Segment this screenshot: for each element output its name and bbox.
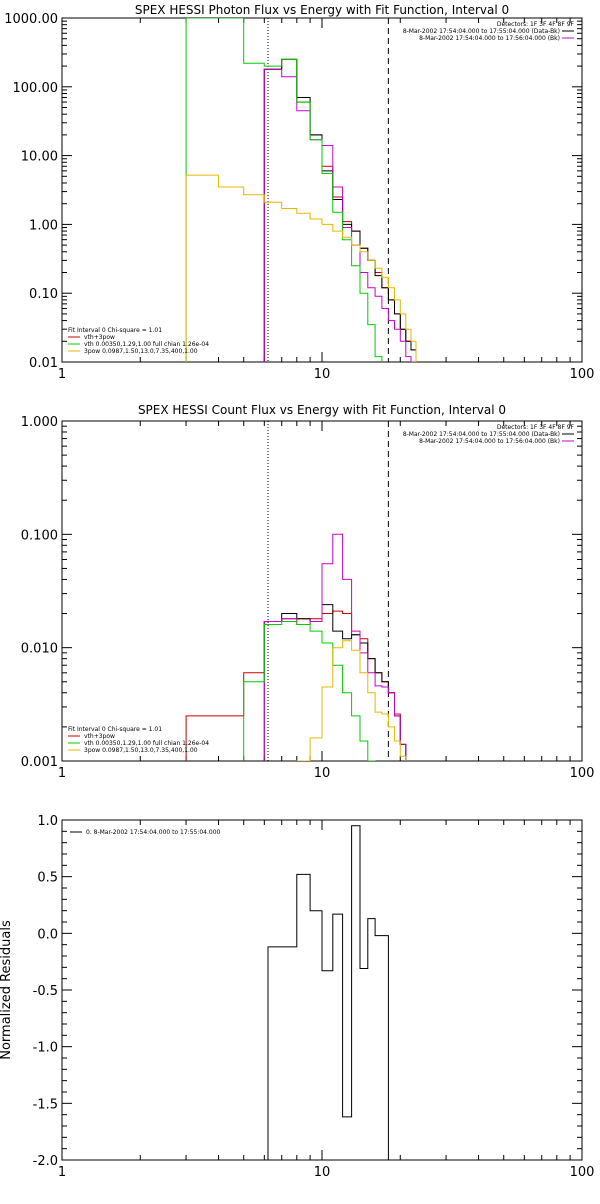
x-tick-label: 100 [570,766,595,780]
series-line-0 [185,610,407,761]
x-tick-label: 10 [314,367,331,380]
legend-fit-header: Fit Interval 0 Chi-square = 1.01 [68,726,162,733]
photon-flux-chart: SPEX HESSI Photon Flux vs Energy with Fi… [0,0,600,382]
series-line-0 [267,825,389,1160]
legend-entry-label: 8-Mar-2002 17:54:04.000 to 17:56:04.000 … [419,438,560,445]
x-tick-label: 1 [58,766,66,780]
series-line-1 [263,604,407,761]
x-tick-label: 100 [570,367,595,380]
series-line-2 [263,533,407,761]
legend-entry-label: vth+3pow [84,334,115,341]
y-tick-label: -2.0 [33,1154,58,1169]
series-group [267,825,389,1160]
y-tick-label: 0.01 [29,356,58,371]
legend-entry-label: 8-Mar-2002 17:54:04.000 to 17:56:04.000 … [419,35,560,42]
residuals-chart: Normalized Residuals 1 10 100 -2.0 -1.5 -1.0 -0… [0,792,600,1200]
y-tick-label: 1.000 [21,415,58,430]
legend-entry-label: 3pow 0.0987,1.50,13.0,7.35,400,1.00 [84,348,198,355]
y-tick-label: 1000.00 [4,12,58,27]
y-tick-label: -1.0 [33,1041,58,1056]
chart-title: SPEX HESSI Count Flux vs Energy with Fit… [138,403,506,417]
legend-entry-label: 3pow 0.0987,1.50,13.0,7.35,400,1.00 [84,747,198,754]
series-group [185,18,417,362]
count-flux-svg: SPEX HESSI Count Flux vs Energy with Fit… [21,403,595,781]
y-tick-label: 0.001 [21,755,58,770]
y-tick-label: -0.5 [33,984,58,999]
plot-frame [61,819,583,1161]
series-line-4 [185,174,417,362]
y-tick-label: 10.00 [21,150,58,165]
series-line-3 [243,621,376,761]
legend-entry-label: 8-Mar-2002 17:54:04.000 to 17:55:04.000 … [403,431,560,438]
legend-entry-label: 8-Mar-2002 17:54:04.000 to 17:55:04.000 … [403,28,560,35]
x-tick-label: 10 [314,1165,331,1180]
legend-detectors: Detectors: 1F 3F 4F 8F 9F [497,424,575,431]
chart-title: SPEX HESSI Photon Flux vs Energy with Fi… [135,3,509,17]
residuals-svg: Normalized Residuals 1 10 100 -2.0 -1.5 -1.0 -0… [0,814,595,1180]
x-tick-label: 1 [58,1165,66,1180]
y-tick-label: 0.0 [37,927,58,942]
series-line-2 [263,68,417,362]
y-tick-label: 0.5 [37,871,58,886]
photon-flux-svg: SPEX HESSI Photon Flux vs Energy with Fi… [4,3,595,382]
series-line-4 [296,640,407,761]
count-flux-chart: SPEX HESSI Count Flux vs Energy with Fit… [0,392,600,781]
y-tick-label: 0.010 [21,642,58,657]
legend-fit-header: Fit Interval 0 Chi-square = 1.01 [68,327,162,334]
y-tick-label: 0.10 [29,287,58,302]
legend-entry-label: vth+3pow [84,733,115,740]
x-tick-label: 1 [58,367,66,380]
y-tick-label: -1.5 [33,1097,58,1112]
y-axis-label: Normalized Residuals [0,920,14,1060]
series-group [185,533,407,761]
legend-entry-label: 0. 8-Mar-2002 17:54:04.000 to 17:55:04.0… [86,829,221,836]
legend-detectors: Detectors: 1F 3F 4F 8F 9F [497,21,575,28]
y-tick-label: 0.100 [21,528,58,543]
x-tick-label: 10 [314,766,331,780]
y-tick-label: 1.00 [29,218,58,233]
y-tick-label: 1.0 [37,814,58,829]
x-tick-label: 100 [570,1165,595,1180]
y-tick-label: 100.00 [13,81,59,96]
legend-entry-label: vth 0.00350,1.29,1.00 full chian 1.26e-0… [84,341,209,348]
series-line-1 [263,58,417,362]
series-line-3 [185,18,383,362]
legend-entry-label: vth 0.00350,1.29,1.00 full chian 1.26e-0… [84,740,209,747]
plot-frame [61,17,583,363]
